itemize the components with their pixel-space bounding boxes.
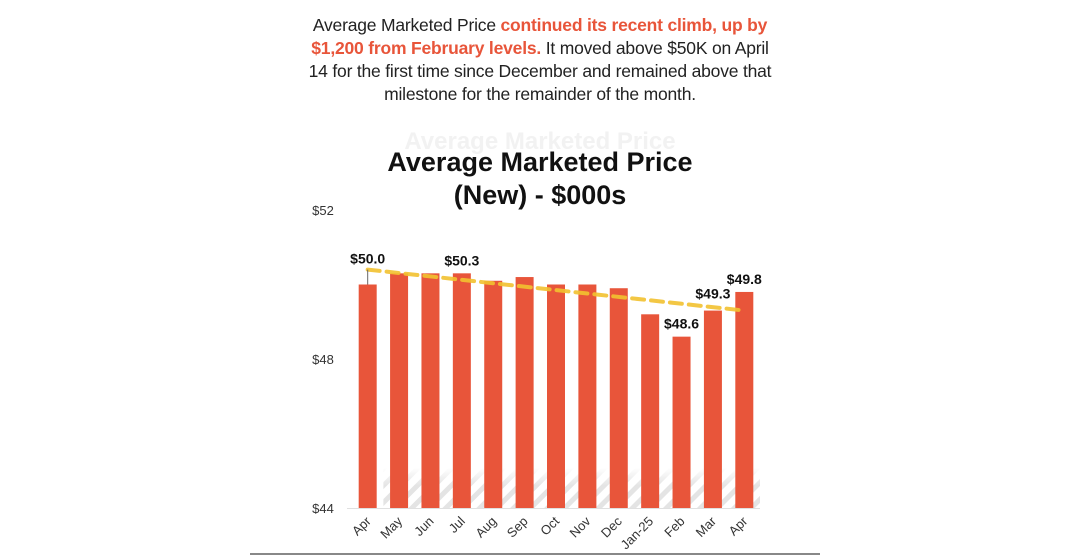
x-tick-label: Feb	[661, 514, 687, 540]
intro-highlight: continued its recent climb, up by $1,200…	[311, 15, 768, 58]
x-tick-label: May	[377, 513, 405, 541]
y-tick-label: $48	[312, 352, 334, 367]
bar-apr-0	[358, 284, 377, 508]
intro-text-start: Average Marketed Price	[312, 15, 501, 35]
data-label: $50.3	[444, 252, 479, 268]
bottom-divider	[250, 553, 820, 555]
bar-jan-25-9	[641, 314, 660, 508]
bar-nov-7	[578, 284, 597, 508]
bar-feb-10	[672, 336, 691, 508]
x-tick-label: Oct	[537, 513, 562, 538]
x-tick-label: Nov	[567, 513, 594, 540]
x-tick-label: Aug	[472, 514, 499, 541]
intro-paragraph: Average Marketed Price continued its rec…	[300, 14, 780, 106]
bar-jun-2	[421, 273, 440, 508]
data-label: $49.3	[695, 286, 730, 302]
bar-jul-3	[452, 273, 471, 508]
x-tick-label: Sep	[504, 514, 531, 541]
y-tick-label: $52	[312, 203, 334, 218]
chart-title-ghost: Average Marketed Price	[404, 128, 676, 155]
bar-sep-5	[515, 277, 534, 508]
x-tick-label: Dec	[598, 513, 625, 540]
data-label: $49.8	[727, 271, 762, 287]
data-label: $50.0	[350, 251, 385, 267]
x-tick-label: Apr	[726, 513, 751, 538]
bar-mar-11	[703, 310, 722, 508]
x-tick-label: Jul	[446, 513, 468, 535]
x-tick-label: Apr	[349, 513, 374, 538]
bar-apr-12	[735, 291, 754, 508]
bar-aug-4	[484, 280, 503, 508]
chart-title-line-1: Average Marketed Price	[387, 147, 693, 177]
x-tick-label: Jan-25	[618, 514, 657, 553]
chart-title: Average Marketed Price (New) - $000s	[300, 146, 780, 212]
bar-oct-6	[547, 284, 565, 508]
x-tick-label: Mar	[693, 513, 720, 540]
intro-text-end: It moved above $50K on April 14 for the …	[308, 38, 772, 104]
x-tick-label: Jun	[411, 514, 436, 539]
trendline	[365, 267, 747, 313]
bar-dec-8	[609, 288, 628, 508]
bar-may-1	[390, 273, 409, 508]
y-tick-label: $44	[312, 501, 334, 516]
data-label: $48.6	[664, 316, 699, 332]
chart-title-line-2: (New) - $000s	[453, 180, 627, 210]
